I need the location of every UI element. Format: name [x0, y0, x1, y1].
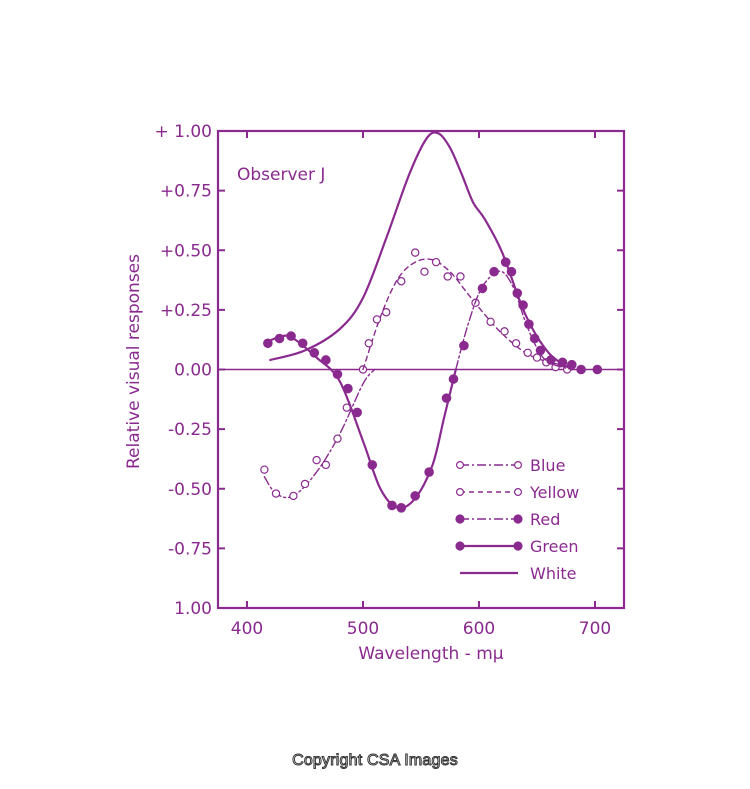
yellow-point — [532, 353, 542, 362]
yellow-point — [456, 272, 465, 281]
y-tick-label: +0.50 — [160, 241, 212, 261]
y-axis-label: Relative visual responses — [124, 254, 144, 469]
red-point — [489, 266, 499, 277]
green-point — [263, 338, 273, 349]
green-point — [286, 331, 296, 341]
green-point — [367, 460, 378, 470]
x-tick-label: 600 — [463, 619, 495, 639]
legend-label-blue: Blue — [530, 456, 565, 475]
series-green — [263, 331, 459, 513]
yellow-point — [411, 248, 420, 257]
yellow-point — [500, 327, 509, 336]
red-point — [459, 340, 469, 351]
green-point — [396, 503, 407, 513]
legend-marker-yellow — [456, 488, 465, 497]
series-white — [269, 131, 573, 371]
green-point — [448, 374, 459, 384]
legend-marker-green — [455, 541, 465, 551]
series-yellow — [362, 248, 573, 374]
legend-label-green: Green — [530, 537, 578, 556]
red-point — [477, 283, 488, 294]
white-line — [269, 131, 573, 371]
red-point — [576, 364, 586, 375]
y-tick-label: + 1.00 — [155, 122, 213, 142]
yellow-point — [443, 272, 452, 281]
legend-label-yellow: Yellow — [529, 483, 579, 502]
y-tick-label: +0.25 — [160, 301, 212, 321]
green-point — [441, 393, 452, 403]
legend-item-yellow: Yellow — [456, 483, 579, 502]
yellow-point — [372, 315, 382, 324]
legend-marker-green — [513, 541, 523, 551]
green-point — [352, 407, 362, 418]
yellow-point — [486, 317, 495, 326]
yellow-point — [431, 257, 441, 267]
y-tick-label: -0.75 — [168, 539, 212, 559]
legend-marker-blue — [456, 461, 465, 470]
green-point — [343, 383, 353, 394]
legend-item-white: White — [460, 564, 577, 583]
green-point — [321, 355, 331, 365]
blue-point — [321, 460, 331, 470]
yellow-point — [397, 277, 406, 286]
copyright-text: Copyright CSA Images — [292, 752, 459, 770]
series-blue — [260, 365, 376, 501]
legend-label-white: White — [530, 564, 577, 583]
yellow-point — [511, 339, 521, 348]
blue-line — [263, 368, 376, 499]
y-tick-label: +0.75 — [160, 182, 212, 202]
yellow-point — [523, 348, 532, 358]
red-point — [592, 364, 603, 375]
series-red — [455, 257, 603, 375]
y-tick-label: -0.25 — [168, 420, 212, 440]
blue-point — [260, 465, 269, 474]
green-point — [297, 338, 308, 349]
x-axis-label: Wavelength - mμ — [358, 644, 503, 664]
green-point — [424, 467, 434, 477]
blue-point — [312, 455, 321, 465]
yellow-point — [420, 267, 429, 276]
y-tick-label: -0.50 — [168, 480, 212, 500]
legend-marker-blue — [513, 461, 522, 470]
y-tick-label: 0.00 — [174, 361, 212, 381]
red-point — [535, 345, 546, 356]
legend-label-red: Red — [530, 510, 560, 529]
x-tick-label: 400 — [231, 619, 263, 639]
green-point — [332, 369, 343, 380]
green-point — [274, 333, 285, 344]
legend-item-blue: Blue — [456, 456, 565, 475]
green-line — [263, 334, 457, 510]
yellow-point — [382, 308, 391, 317]
green-point — [387, 500, 397, 511]
green-point — [410, 491, 420, 501]
yellow-point — [364, 339, 373, 348]
green-point — [309, 348, 320, 358]
legend-marker-yellow — [513, 488, 522, 497]
blue-point — [300, 479, 310, 489]
red-line — [455, 270, 573, 371]
y-tick-label: 1.00 — [174, 599, 212, 619]
legend-marker-red — [455, 514, 465, 524]
blue-point — [271, 489, 281, 498]
observer-annotation: Observer J — [237, 165, 325, 185]
x-tick-label: 700 — [579, 619, 611, 639]
legend-item-green: Green — [455, 537, 578, 556]
x-tick-label: 500 — [347, 619, 379, 639]
legend-marker-red — [513, 514, 523, 524]
legend-item-red: Red — [455, 510, 560, 529]
blue-point — [333, 434, 342, 443]
blue-point — [289, 491, 298, 501]
